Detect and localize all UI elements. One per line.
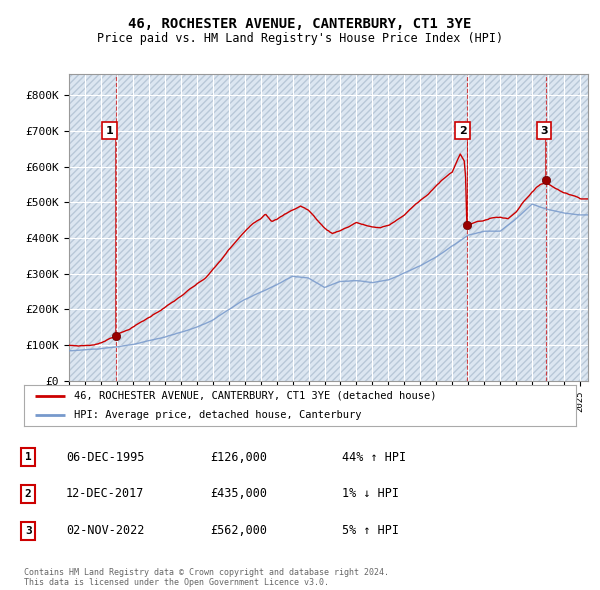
Text: 5% ↑ HPI: 5% ↑ HPI — [342, 525, 399, 537]
Text: 46, ROCHESTER AVENUE, CANTERBURY, CT1 3YE: 46, ROCHESTER AVENUE, CANTERBURY, CT1 3Y… — [128, 17, 472, 31]
Text: 3: 3 — [540, 126, 548, 136]
Text: 3: 3 — [25, 526, 32, 536]
Text: 2: 2 — [25, 489, 32, 499]
Text: Contains HM Land Registry data © Crown copyright and database right 2024.
This d: Contains HM Land Registry data © Crown c… — [24, 568, 389, 587]
Text: 02-NOV-2022: 02-NOV-2022 — [66, 525, 145, 537]
Text: Price paid vs. HM Land Registry's House Price Index (HPI): Price paid vs. HM Land Registry's House … — [97, 32, 503, 45]
Text: 2: 2 — [458, 126, 466, 136]
Text: 46, ROCHESTER AVENUE, CANTERBURY, CT1 3YE (detached house): 46, ROCHESTER AVENUE, CANTERBURY, CT1 3Y… — [74, 391, 436, 401]
Text: HPI: Average price, detached house, Canterbury: HPI: Average price, detached house, Cant… — [74, 410, 361, 420]
Text: 06-DEC-1995: 06-DEC-1995 — [66, 451, 145, 464]
Text: 1% ↓ HPI: 1% ↓ HPI — [342, 487, 399, 500]
Text: 1: 1 — [25, 453, 32, 462]
Text: £562,000: £562,000 — [210, 525, 267, 537]
Text: £126,000: £126,000 — [210, 451, 267, 464]
Text: 1: 1 — [106, 126, 113, 136]
Text: 44% ↑ HPI: 44% ↑ HPI — [342, 451, 406, 464]
Text: £435,000: £435,000 — [210, 487, 267, 500]
Text: 12-DEC-2017: 12-DEC-2017 — [66, 487, 145, 500]
